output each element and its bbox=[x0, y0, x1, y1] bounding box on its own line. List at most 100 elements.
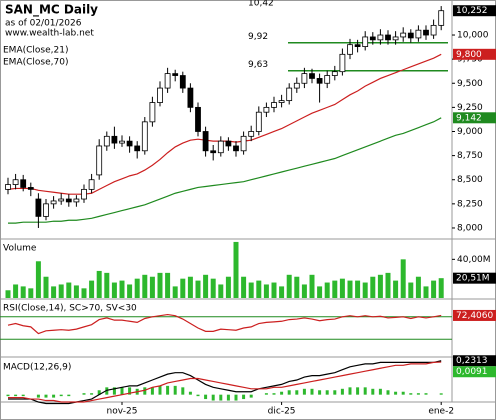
volume-bar bbox=[301, 284, 307, 298]
histogram-bar bbox=[394, 391, 398, 395]
y-tick-label: 8,250 bbox=[457, 199, 483, 209]
volume-bar bbox=[58, 284, 64, 298]
histogram-bar bbox=[219, 394, 223, 401]
histogram-bar bbox=[211, 394, 215, 401]
y-tick-label: 8,750 bbox=[457, 151, 483, 161]
candle-body bbox=[233, 145, 239, 152]
histogram-bar bbox=[242, 394, 246, 400]
value-label-box bbox=[453, 355, 496, 367]
volume-bar bbox=[347, 280, 353, 298]
y-tick-label: 9,000 bbox=[457, 127, 483, 137]
volume-bar bbox=[157, 272, 163, 298]
histogram-bar bbox=[302, 388, 306, 395]
value-label-box bbox=[453, 5, 496, 17]
candle-body bbox=[43, 203, 49, 217]
candle-body bbox=[103, 135, 110, 147]
candle-body bbox=[286, 87, 293, 102]
histogram-bar bbox=[287, 390, 291, 395]
histogram-bar bbox=[52, 394, 56, 398]
candle-body bbox=[385, 34, 391, 41]
histogram-bar bbox=[424, 393, 428, 395]
value-label-box bbox=[453, 272, 496, 284]
value-label: 9,142 bbox=[456, 113, 482, 123]
volume-bar bbox=[127, 284, 133, 298]
candle-body bbox=[35, 198, 42, 217]
histogram-bar bbox=[150, 387, 154, 395]
volume-bar bbox=[89, 280, 95, 298]
macd-line bbox=[8, 360, 442, 405]
ema-line bbox=[8, 117, 442, 224]
candle-body bbox=[20, 179, 27, 188]
candle-body bbox=[301, 73, 308, 84]
candle-body bbox=[172, 73, 179, 76]
histogram-bar bbox=[112, 387, 116, 395]
candle-body bbox=[377, 34, 384, 41]
rsi-line bbox=[7, 313, 442, 335]
candle-body bbox=[50, 200, 57, 205]
volume-bar bbox=[35, 261, 41, 298]
volume-bar bbox=[165, 272, 171, 298]
volume-bar bbox=[271, 282, 277, 298]
value-label-box bbox=[453, 48, 496, 60]
volume-bar bbox=[393, 280, 399, 298]
candle-body bbox=[271, 102, 277, 108]
candle-body bbox=[255, 111, 262, 132]
value-label: 72,4060 bbox=[456, 311, 493, 321]
candle-body bbox=[5, 184, 11, 190]
histogram-bar bbox=[333, 390, 337, 395]
macd-line bbox=[8, 361, 442, 403]
candle-body bbox=[240, 135, 247, 152]
candle-body bbox=[423, 29, 429, 36]
histogram-bar bbox=[439, 393, 443, 395]
volume-bar bbox=[28, 288, 34, 298]
legend-entry: EMA(Close,21) bbox=[3, 46, 68, 56]
volume-bar bbox=[225, 276, 231, 298]
volume-bar bbox=[431, 280, 437, 298]
panel-title: MACD(12,26,9) bbox=[3, 363, 71, 373]
histogram-bar bbox=[378, 388, 382, 395]
histogram-bar bbox=[272, 393, 276, 395]
volume-bar bbox=[119, 280, 125, 298]
volume-bar bbox=[187, 276, 193, 298]
candle-body bbox=[195, 106, 201, 132]
histogram-bar bbox=[166, 385, 170, 395]
panel-title: Volume bbox=[3, 244, 37, 254]
candle-body bbox=[369, 36, 376, 41]
legend-entry: EMA(Close,70) bbox=[3, 58, 68, 68]
histogram-bar bbox=[128, 387, 132, 395]
volume-bar bbox=[134, 278, 140, 298]
candle-body bbox=[210, 150, 217, 154]
volume-bar bbox=[309, 274, 315, 298]
value-label-box bbox=[453, 309, 496, 321]
value-label: 0,0091 bbox=[456, 367, 488, 377]
volume-bar bbox=[400, 259, 406, 298]
candle-body bbox=[392, 36, 399, 41]
histogram-bar bbox=[204, 394, 208, 400]
candle-body bbox=[415, 29, 422, 39]
candle-body bbox=[111, 135, 118, 144]
histogram-bar bbox=[67, 394, 71, 397]
panel-title: RSI(Close,14), SC>70, SV<30 bbox=[3, 304, 137, 314]
candle-body bbox=[225, 140, 232, 147]
volume-bar bbox=[233, 241, 239, 298]
volume-bar bbox=[362, 282, 368, 298]
histogram-bar bbox=[340, 388, 344, 395]
volume-bar bbox=[142, 274, 148, 298]
histogram-bar bbox=[158, 385, 162, 395]
volume-bar bbox=[149, 276, 155, 298]
histogram-bar bbox=[318, 390, 322, 395]
histogram-bar bbox=[105, 387, 109, 395]
volume-bar bbox=[104, 272, 110, 298]
candle-body bbox=[126, 140, 133, 147]
histogram-bar bbox=[120, 387, 124, 395]
candle-body bbox=[347, 44, 353, 55]
volume-bar bbox=[241, 276, 247, 298]
histogram-bar bbox=[310, 388, 314, 395]
y-tick-label: 8,500 bbox=[457, 175, 483, 185]
histogram-bar bbox=[249, 394, 253, 398]
histogram-bar bbox=[348, 387, 352, 395]
histogram-bar bbox=[181, 387, 185, 395]
histogram-bar bbox=[21, 394, 25, 397]
y-tick-label: 9,500 bbox=[457, 79, 483, 89]
